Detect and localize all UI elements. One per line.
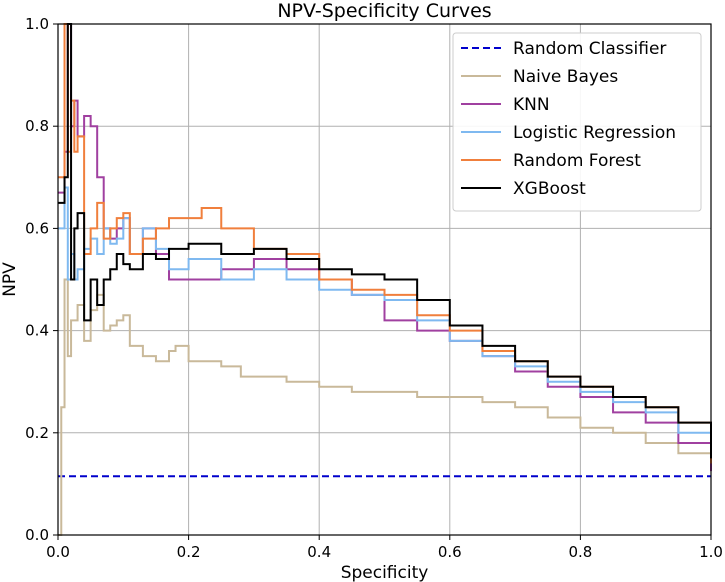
x-axis-label: Specificity (341, 563, 429, 582)
legend: Random Classifier Naive Bayes KNN Logistic … (452, 32, 702, 212)
x-tick-label: 0.6 (438, 543, 462, 561)
x-tick-label: 0.8 (568, 543, 592, 561)
legend-label: Random Forest (513, 151, 641, 171)
x-tick-label: 0.4 (307, 543, 331, 561)
y-tick-label: 0.4 (25, 322, 49, 340)
x-tick-label: 0.0 (46, 543, 70, 561)
x-tick-label: 0.2 (177, 543, 201, 561)
legend-label: KNN (513, 95, 550, 115)
y-tick-label: 0.0 (25, 526, 49, 544)
y-tick-label: 0.6 (25, 219, 49, 237)
y-axis-ticks: 0.0 0.2 0.4 0.6 0.8 1.0 (25, 15, 58, 544)
plot-frame (57, 23, 712, 536)
y-tick-label: 0.8 (25, 117, 49, 135)
series-line-xgboost (58, 23, 712, 459)
legend-box (452, 32, 702, 212)
y-tick-label: 0.2 (25, 424, 49, 442)
y-axis-label: NPV (0, 262, 20, 297)
legend-label: Random Classifier (513, 39, 666, 59)
legend-label: Naive Bayes (513, 67, 618, 87)
legend-label: Logistic Regression (513, 123, 676, 143)
chart-title: NPV-Specificity Curves (277, 0, 491, 22)
x-axis-ticks: 0.0 0.2 0.4 0.6 0.8 1.0 (46, 535, 723, 561)
x-tick-label: 1.0 (699, 543, 723, 561)
series-lines (58, 23, 712, 536)
y-tick-label: 1.0 (25, 15, 49, 33)
legend-label: XGBoost (513, 179, 586, 199)
